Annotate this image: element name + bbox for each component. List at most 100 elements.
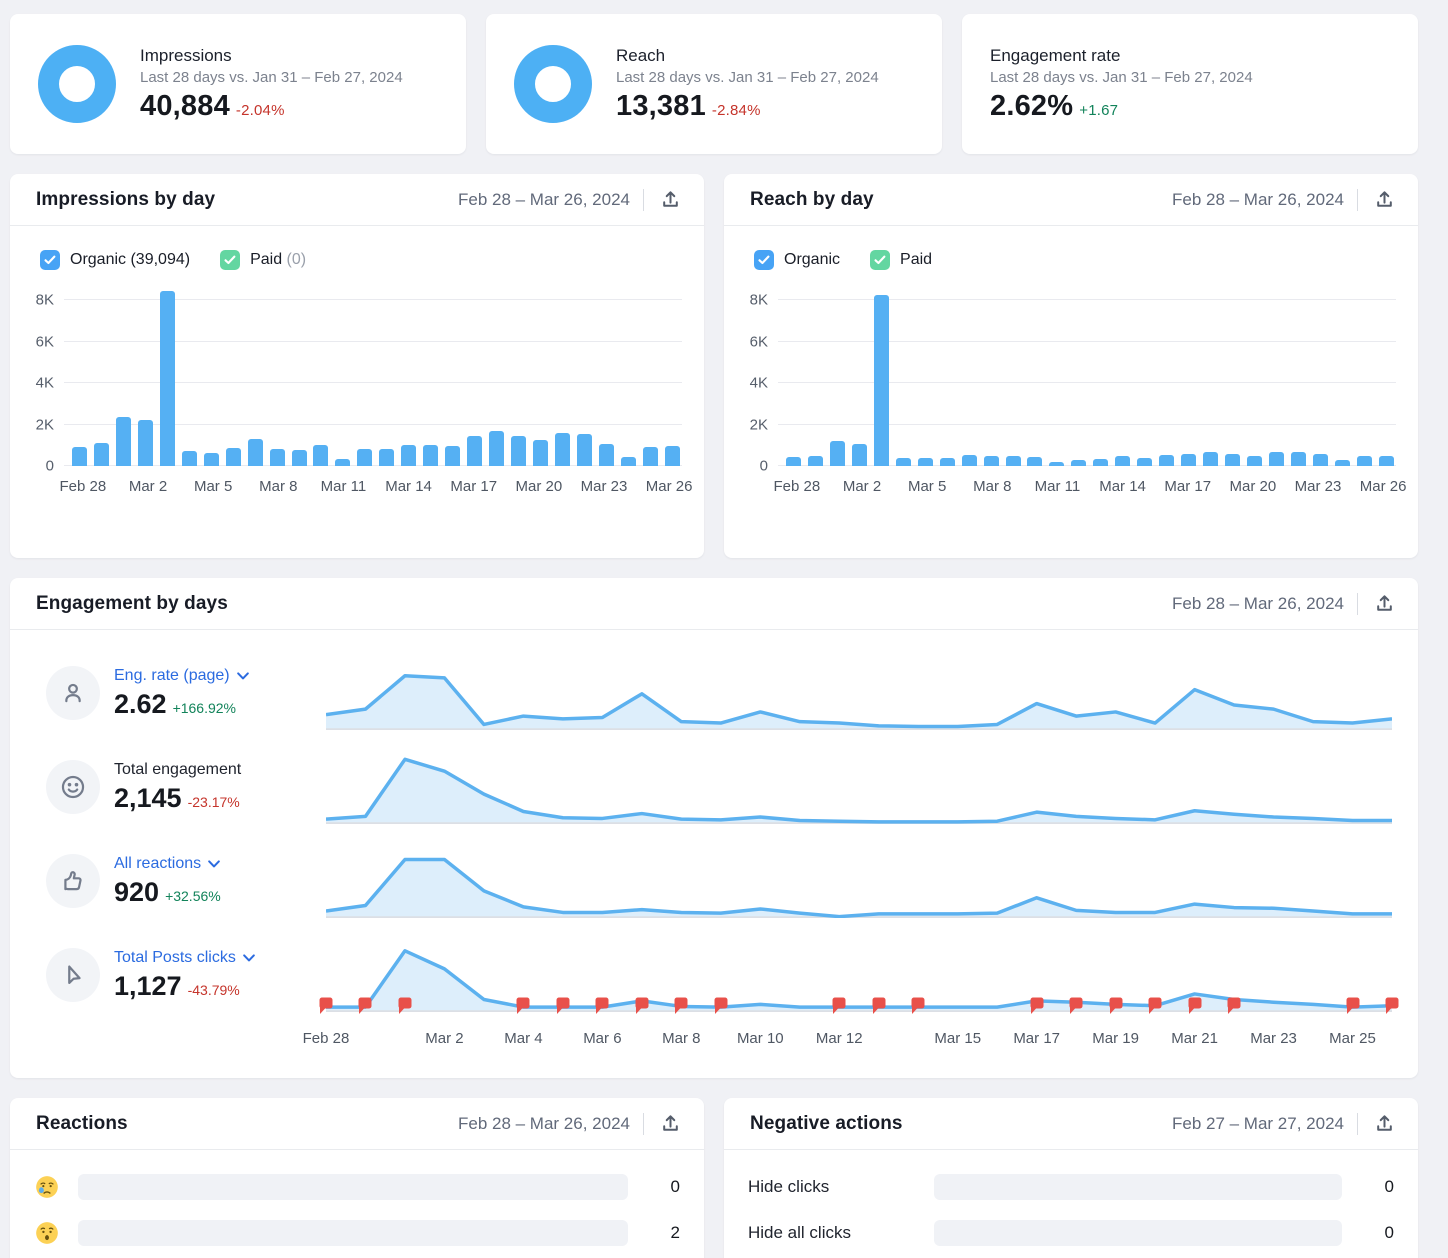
bar[interactable]	[72, 447, 87, 466]
export-button[interactable]	[1371, 1110, 1398, 1137]
export-button[interactable]	[1371, 590, 1398, 617]
reaction-bar-track	[78, 1220, 628, 1246]
bar[interactable]	[1290, 451, 1306, 466]
bar[interactable]	[1356, 455, 1372, 466]
bar[interactable]	[269, 449, 285, 466]
all-reactions-sparkline[interactable]	[326, 844, 1392, 918]
bar[interactable]	[181, 451, 197, 466]
bar[interactable]	[511, 436, 527, 466]
bar[interactable]	[1115, 456, 1131, 466]
bar[interactable]	[807, 456, 823, 466]
impressions-bar-chart[interactable]: 0 2K 4K 6K 8K Feb 28 Mar 2 Mar 5 Mar 8 Mar 11 Mar …	[18, 290, 692, 496]
post-flag-icon[interactable]	[516, 997, 530, 1020]
post-flag-icon[interactable]	[319, 997, 333, 1020]
bar[interactable]	[1137, 457, 1153, 466]
bar[interactable]	[642, 447, 658, 466]
reach-bar-chart[interactable]: 0 2K 4K 6K 8K Feb 28 Mar 2 Mar 5 Mar 8 Mar 11 Mar …	[732, 292, 1407, 496]
bar[interactable]	[1093, 458, 1109, 466]
legend-paid-checkbox[interactable]: Paid (0)	[220, 250, 306, 270]
bar[interactable]	[786, 457, 801, 466]
bar[interactable]	[1159, 455, 1175, 466]
post-flag-icon[interactable]	[1346, 997, 1360, 1020]
post-flag-icon[interactable]	[1385, 997, 1399, 1020]
post-flag-icon[interactable]	[358, 997, 372, 1020]
bar[interactable]	[423, 445, 439, 466]
bar[interactable]	[1312, 453, 1328, 466]
bar[interactable]	[291, 449, 307, 466]
bar[interactable]	[939, 458, 955, 466]
bar[interactable]	[620, 456, 636, 466]
post-flag-icon[interactable]	[832, 997, 846, 1020]
export-button[interactable]	[657, 1110, 684, 1137]
bar[interactable]	[1027, 457, 1043, 466]
eng-rate-sparkline[interactable]	[326, 656, 1392, 730]
bar[interactable]	[664, 446, 680, 466]
bar[interactable]	[1005, 456, 1021, 466]
bar[interactable]	[1049, 462, 1065, 466]
bar[interactable]	[489, 430, 505, 466]
bar[interactable]	[829, 441, 845, 466]
bar[interactable]	[873, 294, 889, 466]
bar[interactable]	[1071, 459, 1087, 466]
bar[interactable]	[895, 457, 911, 466]
bar[interactable]	[335, 458, 351, 466]
bar[interactable]	[159, 290, 175, 466]
x-axis-label: Mar 23	[580, 478, 628, 495]
post-flag-icon[interactable]	[1069, 997, 1083, 1020]
bar[interactable]	[1247, 455, 1263, 466]
bar[interactable]	[1378, 455, 1394, 466]
post-flag-icon[interactable]	[714, 997, 728, 1020]
export-button[interactable]	[1371, 186, 1398, 213]
metric-dropdown-all-reactions[interactable]: All reactions	[114, 855, 326, 873]
bar[interactable]	[1181, 454, 1197, 466]
bar[interactable]	[917, 457, 933, 466]
bar[interactable]	[1268, 451, 1284, 466]
legend-paid-checkbox[interactable]: Paid	[870, 250, 932, 270]
post-flag-icon[interactable]	[1030, 997, 1044, 1020]
bar[interactable]	[1334, 459, 1350, 466]
bar[interactable]	[313, 445, 329, 466]
bar[interactable]	[115, 417, 131, 466]
export-button[interactable]	[657, 186, 684, 213]
post-flag-icon[interactable]	[1227, 997, 1241, 1020]
metric-dropdown-posts-clicks[interactable]: Total Posts clicks	[114, 949, 326, 967]
total-engagement-sparkline[interactable]	[326, 750, 1392, 824]
bar[interactable]	[961, 454, 977, 466]
bar[interactable]	[1203, 451, 1219, 466]
bar[interactable]	[357, 449, 373, 466]
post-flag-icon[interactable]	[911, 997, 925, 1020]
bar[interactable]	[247, 439, 263, 466]
bar[interactable]	[983, 456, 999, 466]
bar[interactable]	[401, 445, 417, 466]
post-flag-icon[interactable]	[635, 997, 649, 1020]
metric-dropdown-eng-rate[interactable]: Eng. rate (page)	[114, 667, 326, 685]
bar[interactable]	[851, 444, 867, 466]
bar[interactable]	[467, 435, 483, 466]
post-flag-icon[interactable]	[595, 997, 609, 1020]
post-flag-icon[interactable]	[872, 997, 886, 1020]
bar[interactable]	[554, 432, 570, 466]
legend-organic-checkbox[interactable]: Organic	[754, 250, 840, 270]
metric-delta: -43.79%	[187, 981, 240, 998]
bar[interactable]	[379, 449, 395, 466]
gridline	[64, 340, 682, 342]
bar[interactable]	[598, 444, 614, 466]
post-flag-icon[interactable]	[1188, 997, 1202, 1020]
bar[interactable]	[203, 452, 219, 466]
bar[interactable]	[445, 446, 461, 466]
bar[interactable]	[225, 448, 241, 466]
posts-clicks-sparkline[interactable]	[319, 938, 1399, 1014]
post-flag-icon[interactable]	[398, 997, 412, 1020]
post-flag-icon[interactable]	[1109, 997, 1123, 1020]
engagement-metric-row: Eng. rate (page) 2.62 +166.92%	[10, 646, 1418, 740]
bar[interactable]	[1225, 454, 1241, 466]
bar[interactable]	[576, 434, 592, 466]
bar[interactable]	[137, 420, 153, 466]
post-flag-icon[interactable]	[1148, 997, 1162, 1020]
post-flag-icon[interactable]	[556, 997, 570, 1020]
legend-organic-checkbox[interactable]: Organic (39,094)	[40, 250, 190, 270]
bar[interactable]	[93, 443, 109, 466]
post-flag-icon[interactable]	[674, 997, 688, 1020]
bar[interactable]	[533, 440, 549, 466]
y-axis-label: 6K	[749, 333, 768, 350]
